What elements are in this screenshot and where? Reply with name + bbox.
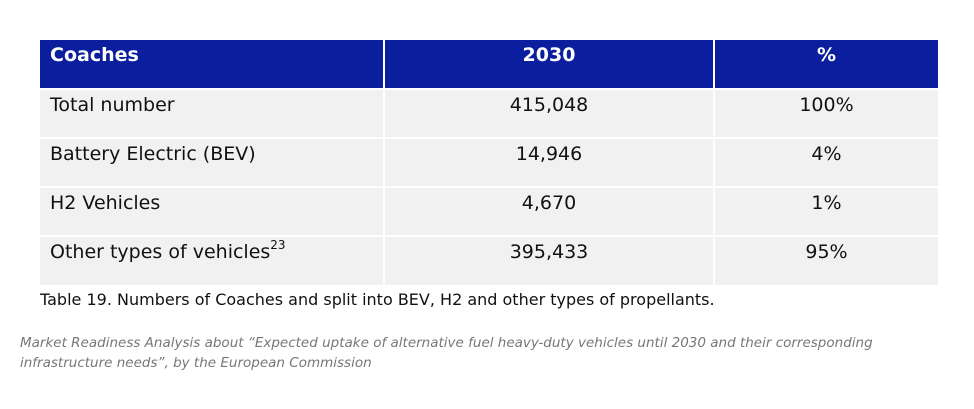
row-label-text: Battery Electric (BEV) — [50, 143, 256, 165]
header-2030: 2030 — [384, 40, 715, 89]
row-percent: 100% — [714, 88, 938, 138]
table-header-row: Coaches 2030 % — [40, 40, 938, 89]
row-label-text: Other types of vehicles — [50, 241, 271, 263]
table-row: H2 Vehicles 4,670 1% — [40, 186, 938, 236]
row-label-text: H2 Vehicles — [50, 192, 161, 214]
row-value: 14,946 — [384, 137, 715, 187]
row-label-text: Total number — [50, 94, 175, 116]
row-percent: 4% — [714, 137, 938, 187]
table-caption: Table 19. Numbers of Coaches and split i… — [40, 290, 715, 309]
row-label: Other types of vehicles23 — [40, 235, 385, 285]
row-percent: 1% — [714, 186, 938, 236]
row-label: Total number — [40, 88, 385, 138]
row-label: H2 Vehicles — [40, 186, 385, 236]
footnote-ref[interactable]: 23 — [270, 238, 286, 252]
header-coaches: Coaches — [40, 40, 385, 89]
coaches-table: Coaches 2030 % Total number 415,048 100%… — [40, 40, 938, 285]
source-note: Market Readiness Analysis about “Expecte… — [20, 335, 873, 371]
table-row: Other types of vehicles23 395,433 95% — [40, 235, 938, 285]
row-label: Battery Electric (BEV) — [40, 137, 385, 187]
row-value: 395,433 — [384, 235, 715, 285]
row-value: 4,670 — [384, 186, 715, 236]
table-row: Battery Electric (BEV) 14,946 4% — [40, 137, 938, 187]
header-percent: % — [714, 40, 938, 89]
row-percent: 95% — [714, 235, 938, 285]
table-row: Total number 415,048 100% — [40, 88, 938, 138]
row-value: 415,048 — [384, 88, 715, 138]
